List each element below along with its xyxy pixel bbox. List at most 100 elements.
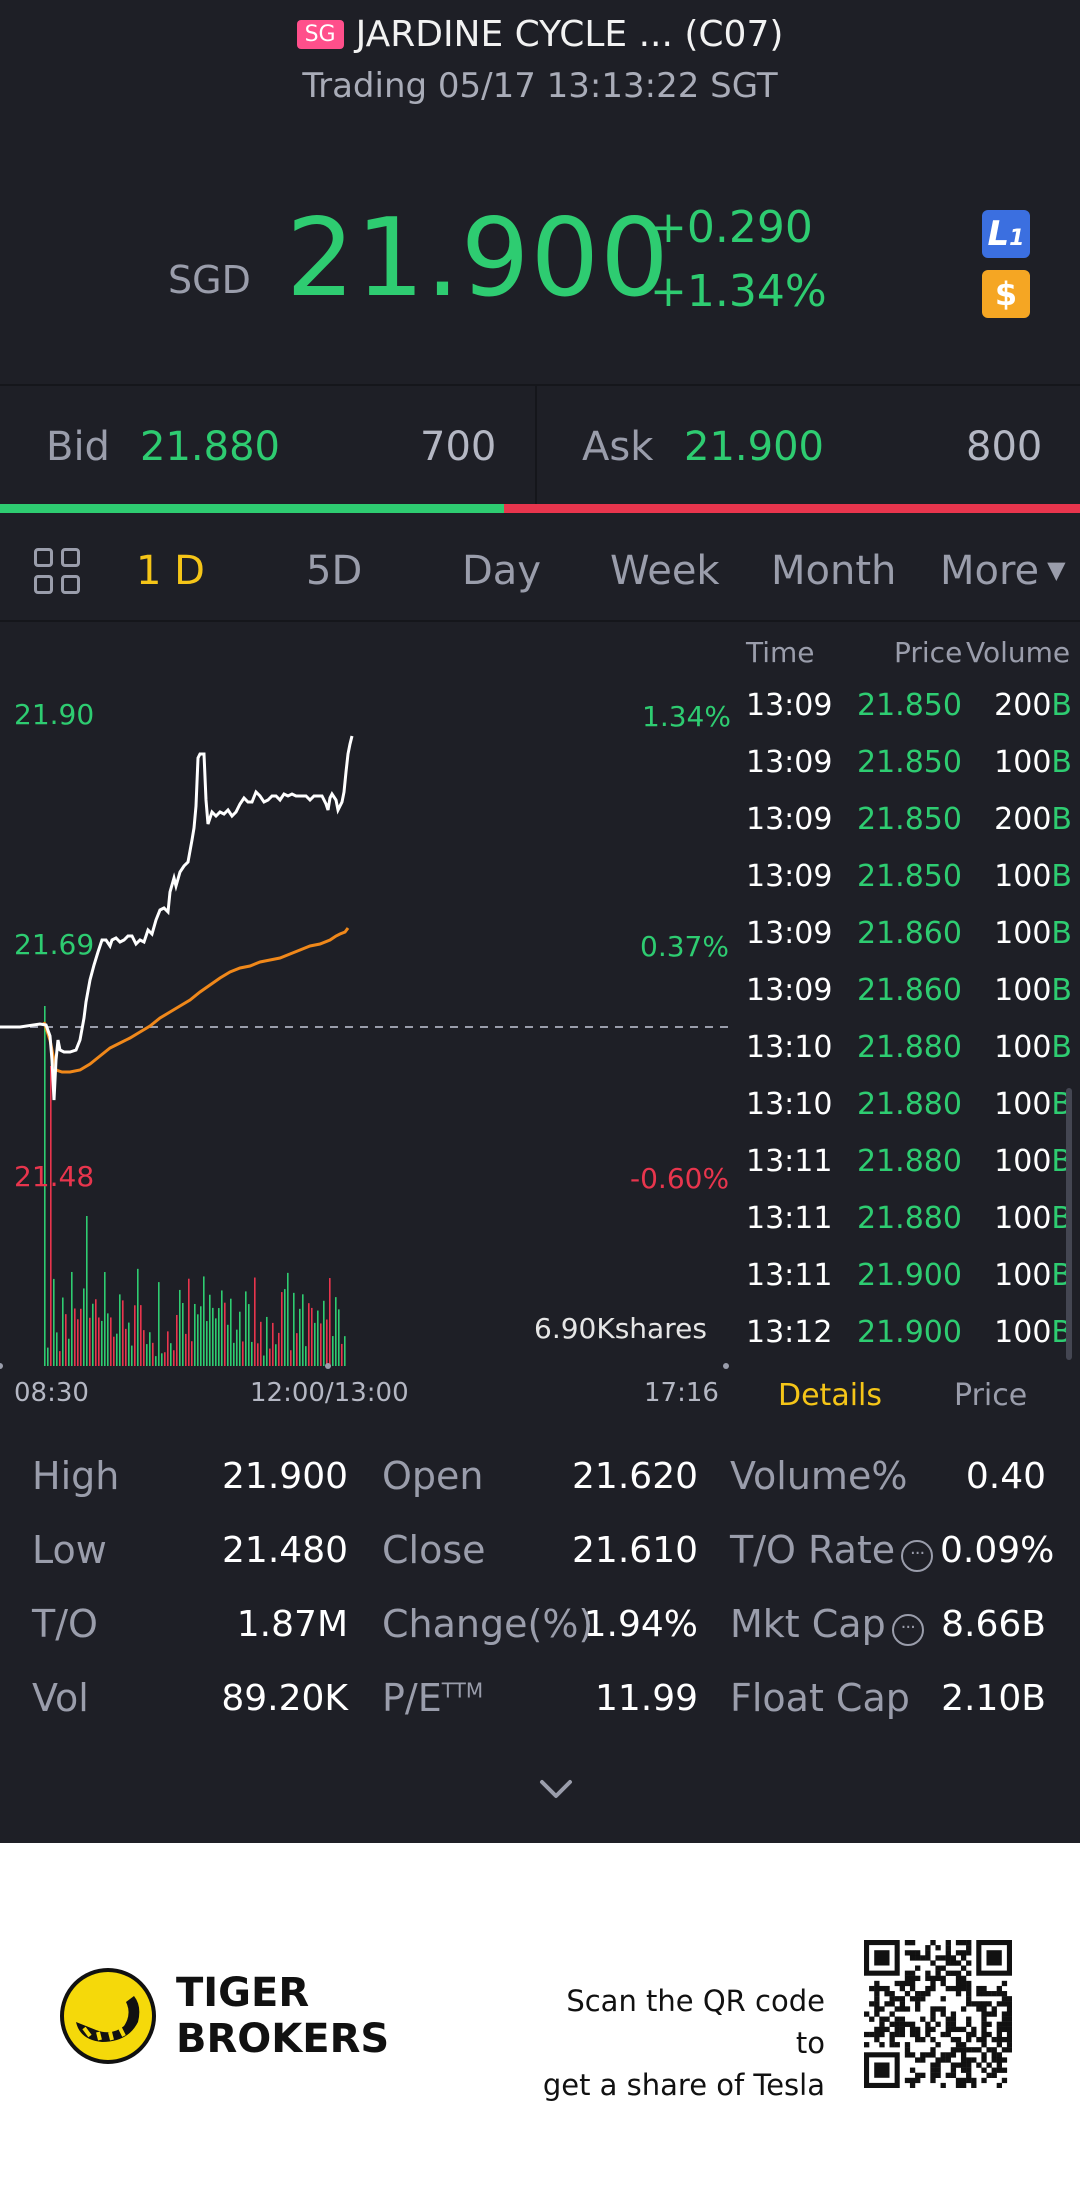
trade-row: 13:09 21.860 100B <box>744 973 1076 1030</box>
volume-bar <box>188 1278 190 1366</box>
volume-bar <box>74 1308 76 1366</box>
volume-bar <box>245 1291 247 1366</box>
volume-bar <box>80 1308 82 1366</box>
volume-bar <box>341 1343 343 1366</box>
brand-name: TIGER BROKERS <box>176 1970 390 2062</box>
price-change-percent: +1.34% <box>650 266 827 317</box>
trade-row: 13:09 21.850 100B <box>744 859 1076 916</box>
dollar-icon[interactable]: $ <box>982 270 1030 318</box>
scrollbar[interactable] <box>1066 1088 1072 1360</box>
col-time-header: Time <box>746 636 815 669</box>
grid-icon[interactable] <box>34 548 82 596</box>
x-axis-end: 17:16 <box>644 1378 719 1408</box>
volume-bar <box>71 1271 73 1366</box>
col-price-header: Price <box>894 636 963 669</box>
trade-price: 21.880 <box>857 1030 962 1065</box>
trade-volume: 100B <box>994 1315 1072 1350</box>
info-icon[interactable]: ··· <box>901 1540 934 1572</box>
pct-low-label: -0.60% <box>630 1162 730 1195</box>
volume-bar <box>218 1308 220 1366</box>
volume-bar <box>221 1290 223 1366</box>
tab-price[interactable]: Price <box>954 1378 1028 1413</box>
trade-volume: 100B <box>994 1258 1072 1293</box>
intraday-chart[interactable] <box>0 640 730 1410</box>
volume-bar <box>167 1331 169 1366</box>
high-label: High <box>32 1454 120 1498</box>
volume-bar <box>266 1316 268 1366</box>
volume-bar <box>68 1338 70 1366</box>
volume-bar <box>317 1310 319 1366</box>
trade-time: 13:09 <box>746 859 833 894</box>
volume-bar <box>134 1305 136 1366</box>
tab-week[interactable]: Week <box>610 548 720 594</box>
trade-time: 13:11 <box>746 1201 833 1236</box>
volume-bar <box>128 1322 130 1366</box>
open-label: Open <box>382 1454 484 1498</box>
volume-bar <box>287 1272 289 1366</box>
volume-bar <box>254 1277 256 1366</box>
trade-price: 21.880 <box>857 1201 962 1236</box>
trade-row: 13:10 21.880 100B <box>744 1087 1076 1144</box>
tab-month[interactable]: Month <box>771 548 897 594</box>
volume-bar <box>242 1341 244 1366</box>
vol-value: 89.20K <box>221 1678 348 1719</box>
level1-icon[interactable]: L1 <box>982 210 1030 258</box>
price-line <box>0 735 354 1101</box>
pct-high-label: 1.34% <box>642 700 731 733</box>
tab-1d[interactable]: 1 D <box>136 548 205 594</box>
tab-day[interactable]: Day <box>462 548 541 594</box>
trade-price: 21.880 <box>857 1087 962 1122</box>
volume-bar <box>200 1306 202 1366</box>
volume-bar <box>305 1346 307 1366</box>
volume-bar <box>314 1322 316 1366</box>
trade-row: 13:09 21.850 200B <box>744 688 1076 745</box>
volume-bar <box>320 1323 322 1366</box>
volume-bar <box>239 1311 241 1366</box>
volume-bar <box>299 1308 301 1366</box>
info-icon[interactable]: ··· <box>891 1614 924 1646</box>
volume-bar <box>131 1345 133 1366</box>
volume-bar <box>116 1333 118 1366</box>
volume-bar <box>125 1328 127 1366</box>
volume-bar <box>53 1278 55 1366</box>
volume-bar <box>137 1268 139 1366</box>
tab-5d[interactable]: 5D <box>306 548 363 594</box>
trade-row: 13:11 21.880 100B <box>744 1144 1076 1201</box>
volume-bar <box>140 1305 142 1366</box>
volume-bar <box>86 1216 88 1366</box>
volume-bar <box>206 1321 208 1366</box>
trade-time: 13:10 <box>746 1087 833 1122</box>
volume-bar <box>338 1309 340 1366</box>
trade-time: 13:09 <box>746 745 833 780</box>
volume-bar <box>284 1289 286 1366</box>
volume-bar <box>344 1336 346 1366</box>
volume-bar <box>161 1353 163 1366</box>
volume-bar <box>83 1288 85 1366</box>
volume-bar <box>89 1317 91 1366</box>
divider <box>535 386 537 506</box>
volume-bar <box>146 1344 148 1366</box>
float-cap-value: 2.10B <box>941 1678 1046 1719</box>
trade-time: 13:12 <box>746 1315 833 1350</box>
volume-bar <box>179 1289 181 1366</box>
qr-code <box>864 1940 1012 2088</box>
bid-price: 21.880 <box>140 424 280 470</box>
volume-bar <box>263 1355 265 1366</box>
volume-bar <box>104 1272 106 1366</box>
to-rate-label: T/O Rate ··· <box>730 1528 934 1572</box>
volume-label: 6.90Kshares <box>534 1312 707 1345</box>
low-label: Low <box>32 1528 107 1572</box>
tab-more[interactable]: More ▼ <box>940 548 1066 594</box>
avg-price-line <box>42 927 350 1074</box>
trade-volume: 100B <box>994 859 1072 894</box>
volume-bar <box>296 1333 298 1366</box>
chevron-down-icon[interactable] <box>538 1778 574 1800</box>
divider <box>0 384 1080 386</box>
price-change: +0.290 <box>650 202 813 253</box>
bid-label: Bid <box>46 424 110 470</box>
open-value: 21.620 <box>572 1456 698 1497</box>
volume-bar <box>110 1317 112 1366</box>
tab-details[interactable]: Details <box>778 1378 883 1413</box>
stock-name: JARDINE CYCLE ... (C07) <box>355 14 784 55</box>
volume-bar <box>203 1276 205 1366</box>
